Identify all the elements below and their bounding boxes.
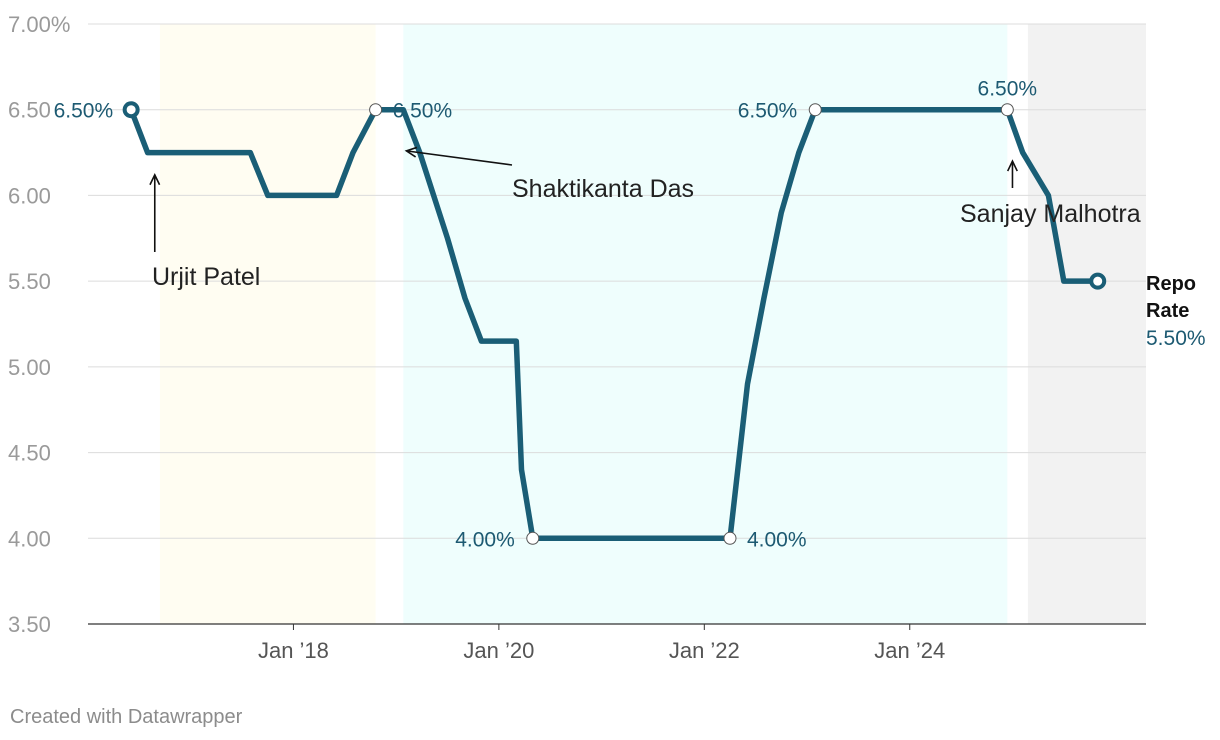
period-bands [159,24,1146,624]
x-tick-label-2: Jan ’22 [669,638,740,663]
annotations: Urjit Patel Shaktikanta Das Sanjay Malhotr… [149,146,1141,291]
annotation-label-1: Shaktikanta Das [512,175,694,203]
annotation-arrowhead-0 [149,173,161,186]
point-marker-1 [369,103,383,117]
value-label-5: 6.50% [978,78,1038,101]
period-band-2 [1027,24,1146,624]
y-tick-label-0: 7.00% [8,12,70,37]
annotation-arrow-1 [406,150,513,166]
annotation-label-2: Sanjay Malhotra [960,200,1141,228]
y-tick-label-6: 4.00 [8,526,51,551]
y-tick-label-1: 6.50 [8,98,51,123]
period-band-0 [159,24,376,624]
y-tick-label-4: 5.00 [8,355,51,380]
annotation-label-0: Urjit Patel [152,263,260,291]
value-label-1: 6.50% [393,100,453,123]
y-tick-label-2: 6.00 [8,183,51,208]
point-marker-0 [122,101,140,119]
x-tick-label-3: Jan ’24 [874,638,945,663]
end-label-value: 5.50% [1146,327,1206,350]
end-label-line1: Repo [1146,273,1196,295]
credit-text: Created with Datawrapper [10,706,243,728]
value-label-3: 4.00% [747,528,807,551]
x-tick-label-1: Jan ’20 [463,638,534,663]
y-tick-label-7: 3.50 [8,612,51,637]
value-label-0: 6.50% [54,100,114,123]
point-marker-4 [808,103,822,117]
series-lines [128,106,1101,542]
point-markers [122,101,1107,545]
point-marker-2 [526,531,540,545]
y-axis-ticks: 7.00% 6.50 6.00 5.50 5.00 4.50 4.00 3.50 [8,12,70,637]
point-marker-3 [723,531,737,545]
series-line-0 [128,106,1101,542]
x-axis-ticks: Jan ’18 Jan ’20 Jan ’22 Jan ’24 [258,624,945,663]
value-labels: 6.50% 6.50% 4.00% 4.00% 6.50% 6.50% [54,78,1038,552]
value-label-4: 6.50% [738,100,798,123]
y-tick-label-5: 4.50 [8,441,51,466]
end-label-line2: Rate [1146,300,1189,322]
x-tick-label-0: Jan ’18 [258,638,329,663]
point-marker-5 [1000,103,1014,117]
value-label-2: 4.00% [455,528,515,551]
y-tick-label-3: 5.50 [8,269,51,294]
end-label: Repo Rate 5.50% [1146,273,1206,350]
grid-lines [88,23,1146,625]
annotation-arrowhead-1 [404,146,418,158]
end-point-marker [1089,272,1107,290]
period-band-1 [403,24,1008,624]
annotation-arrowhead-2 [1006,159,1018,172]
